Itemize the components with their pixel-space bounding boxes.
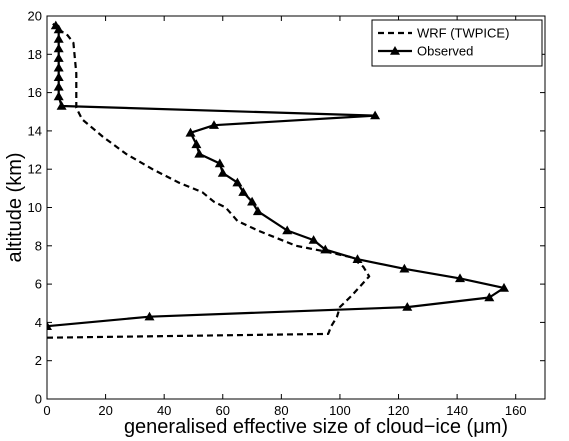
legend: WRF (TWPICE) Observed [371,19,543,67]
data-point-marker [308,235,319,244]
data-point-marker [370,110,381,120]
data-point-marker [247,196,258,206]
plot-layer [47,20,509,339]
data-point-marker [47,321,52,330]
y-tick-label: 12 [28,162,42,177]
series-group [47,20,509,339]
y-tick-label: 8 [35,238,42,253]
legend-marker [390,46,400,55]
y-tick-label: 14 [28,123,42,138]
data-point-marker [53,81,64,91]
data-point-marker [252,206,263,216]
data-point-marker [484,292,495,302]
data-point-marker [232,177,243,187]
data-point-marker [144,311,155,321]
legend-box [371,19,543,67]
data-point-marker [185,127,196,137]
x-tick-label: 20 [98,403,112,418]
x-tick-label: 140 [446,403,468,418]
x-tick-label: 100 [329,403,351,418]
data-point-marker [455,273,465,283]
data-point-marker [209,120,219,129]
data-point-marker [217,168,228,177]
data-point-marker [320,244,331,254]
y-tick-label: 2 [35,353,42,368]
x-tick-label: 120 [388,403,410,418]
y-tick-label: 16 [28,85,42,100]
x-tick-label: 0 [43,403,50,418]
data-point-marker [402,302,413,311]
axis-layer: 0 20 40 60 80 100 120 140 160 0 2 4 6 8 10 12 14 16 18 20 [28,9,546,418]
x-tick-label: 160 [505,403,527,418]
data-point-marker [50,20,61,30]
x-axis-label: generalised effective size of cloud−ice … [124,416,508,438]
data-point-marker [53,53,64,62]
data-point-marker [238,187,249,196]
y-tick-label: 10 [28,200,42,215]
series-line-1 [47,22,371,339]
data-point-marker [53,91,64,101]
x-tick-label: 80 [274,403,288,418]
legend-label-1: WRF (TWPICE) [417,26,509,41]
data-point-marker [56,101,67,110]
y-tick-label: 4 [35,315,42,330]
data-point-marker [352,254,363,263]
data-point-marker [214,158,225,168]
y-tick-label: 18 [28,47,42,62]
data-point-marker [399,263,410,273]
series-line-2 [47,24,506,328]
data-point-marker [499,282,509,292]
x-tick-label: 60 [216,403,230,418]
plot-frame [46,15,546,400]
data-point-marker [53,62,64,72]
data-point-marker [282,225,293,235]
data-point-marker [194,148,205,158]
data-point-marker [53,72,64,81]
legend-label-2: Observed [417,44,473,59]
x-tick-label: 40 [157,403,171,418]
data-point-marker [191,139,202,149]
y-axis-label: altitude (km) [4,152,26,262]
y-tick-label: 0 [35,392,42,407]
data-point-marker [53,34,64,43]
data-point-marker [53,43,64,53]
y-tick-label: 20 [28,9,42,24]
y-tick-label: 6 [35,277,42,292]
